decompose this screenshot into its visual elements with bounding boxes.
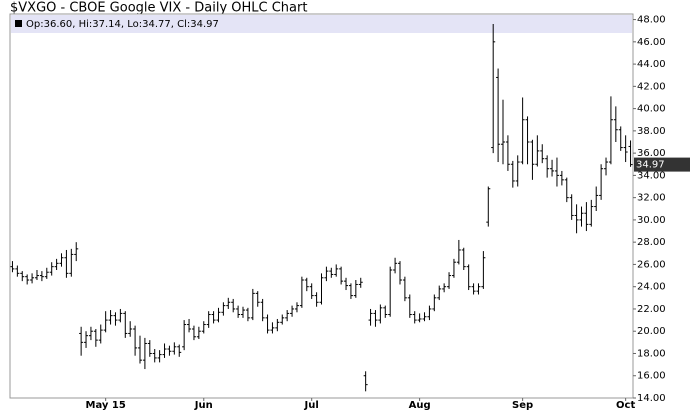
y-tick-label: 46.00 (637, 37, 666, 48)
plot-area (9, 13, 634, 399)
y-tick-label: 16.00 (637, 371, 666, 382)
x-tick-label: Oct (616, 400, 635, 411)
x-tick-label: Jun (194, 400, 213, 411)
y-tick-label: 18.00 (637, 348, 666, 359)
legend-text: Op:36.60, Hi:37.14, Lo:34.77, Cl:34.97 (26, 19, 219, 30)
last-price-label: 34.97 (636, 160, 665, 171)
x-tick-label: Aug (409, 400, 431, 411)
y-tick-label: 44.00 (637, 59, 666, 70)
legend-band (11, 15, 632, 33)
last-price-box (634, 157, 690, 172)
y-tick-label: 34.00 (637, 170, 666, 181)
y-tick-label: 48.00 (637, 15, 666, 26)
x-tick-label: Sep (512, 400, 533, 411)
y-tick-label: 24.00 (637, 282, 666, 293)
y-tick-label: 42.00 (637, 81, 666, 92)
y-tick-label: 28.00 (637, 237, 666, 248)
y-tick-label: 14.00 (637, 393, 666, 404)
chart-title: $VXGO - CBOE Google VIX - Daily OHLC Cha… (10, 1, 307, 16)
y-tick-label: 32.00 (637, 193, 666, 204)
y-tick-label: 40.00 (637, 104, 666, 115)
x-tick-label: Jul (304, 400, 319, 411)
legend-swatch (15, 20, 22, 27)
x-tick-label: May 15 (86, 400, 126, 411)
y-tick-label: 20.00 (637, 326, 666, 337)
y-tick-label: 30.00 (637, 215, 666, 226)
y-tick-label: 38.00 (637, 126, 666, 137)
y-tick-label: 22.00 (637, 304, 666, 315)
y-tick-label: 36.00 (637, 148, 666, 159)
y-tick-label: 26.00 (637, 259, 666, 270)
